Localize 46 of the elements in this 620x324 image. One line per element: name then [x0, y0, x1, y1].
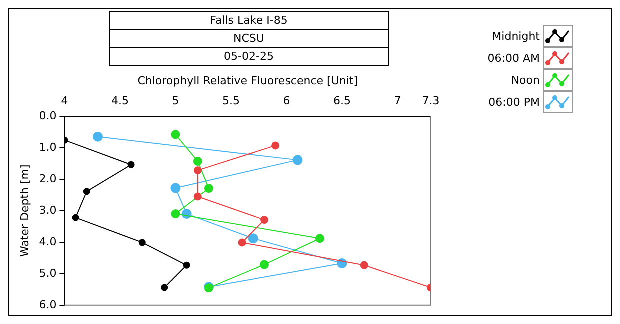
point [128, 161, 135, 168]
point [204, 184, 214, 194]
point [193, 156, 202, 166]
y-tick-label: 2.0 [39, 172, 57, 186]
point [83, 188, 90, 196]
point [194, 166, 202, 175]
x-tick-label: 5.5 [222, 94, 240, 108]
point [92, 132, 103, 142]
y-tick-label: 1.0 [39, 140, 57, 154]
point [272, 142, 280, 150]
point [161, 284, 168, 292]
y-tick-label: 0.0 [39, 109, 57, 122]
point [260, 216, 268, 224]
point [171, 210, 180, 219]
point [72, 214, 80, 222]
x-tick-label: 6.5 [333, 94, 351, 108]
y-tick-label: 3.0 [39, 204, 57, 217]
y-tick-label: 6.0 [39, 298, 57, 312]
x-axis-title: Chlorophyll Relative Fluorescence [Unit] [138, 74, 358, 88]
point [170, 183, 181, 194]
point [360, 261, 368, 270]
x-tick-label: 7.3 [422, 94, 440, 108]
point [238, 238, 246, 247]
x-tick-label: 6 [283, 94, 290, 108]
x-tick-label: 7 [394, 94, 402, 108]
x-tick-label: 5 [172, 94, 180, 108]
point [194, 192, 202, 201]
point [260, 260, 269, 270]
legend-label: 06:00 PM [488, 96, 540, 108]
point [248, 234, 258, 244]
point [292, 155, 303, 166]
text: 05-02-25 [109, 47, 389, 66]
point [316, 234, 324, 244]
chart-title: Falls Lake I-85 [109, 11, 389, 30]
chart-subtitle: NCSU [109, 29, 389, 48]
legend-label: Midnight [492, 30, 540, 42]
y-axis-title: Water Depth [m] [18, 164, 32, 258]
point [138, 239, 146, 246]
x-tick-label: 4 [61, 94, 68, 108]
x-tick-label: 4.5 [111, 94, 129, 108]
y-tick-label: 5.0 [39, 266, 57, 280]
point [171, 130, 180, 140]
point [183, 262, 190, 269]
y-tick-label: 4.0 [39, 235, 57, 248]
legend-label: 06:00 AM [488, 52, 540, 64]
legend-label: Noon [511, 74, 540, 86]
